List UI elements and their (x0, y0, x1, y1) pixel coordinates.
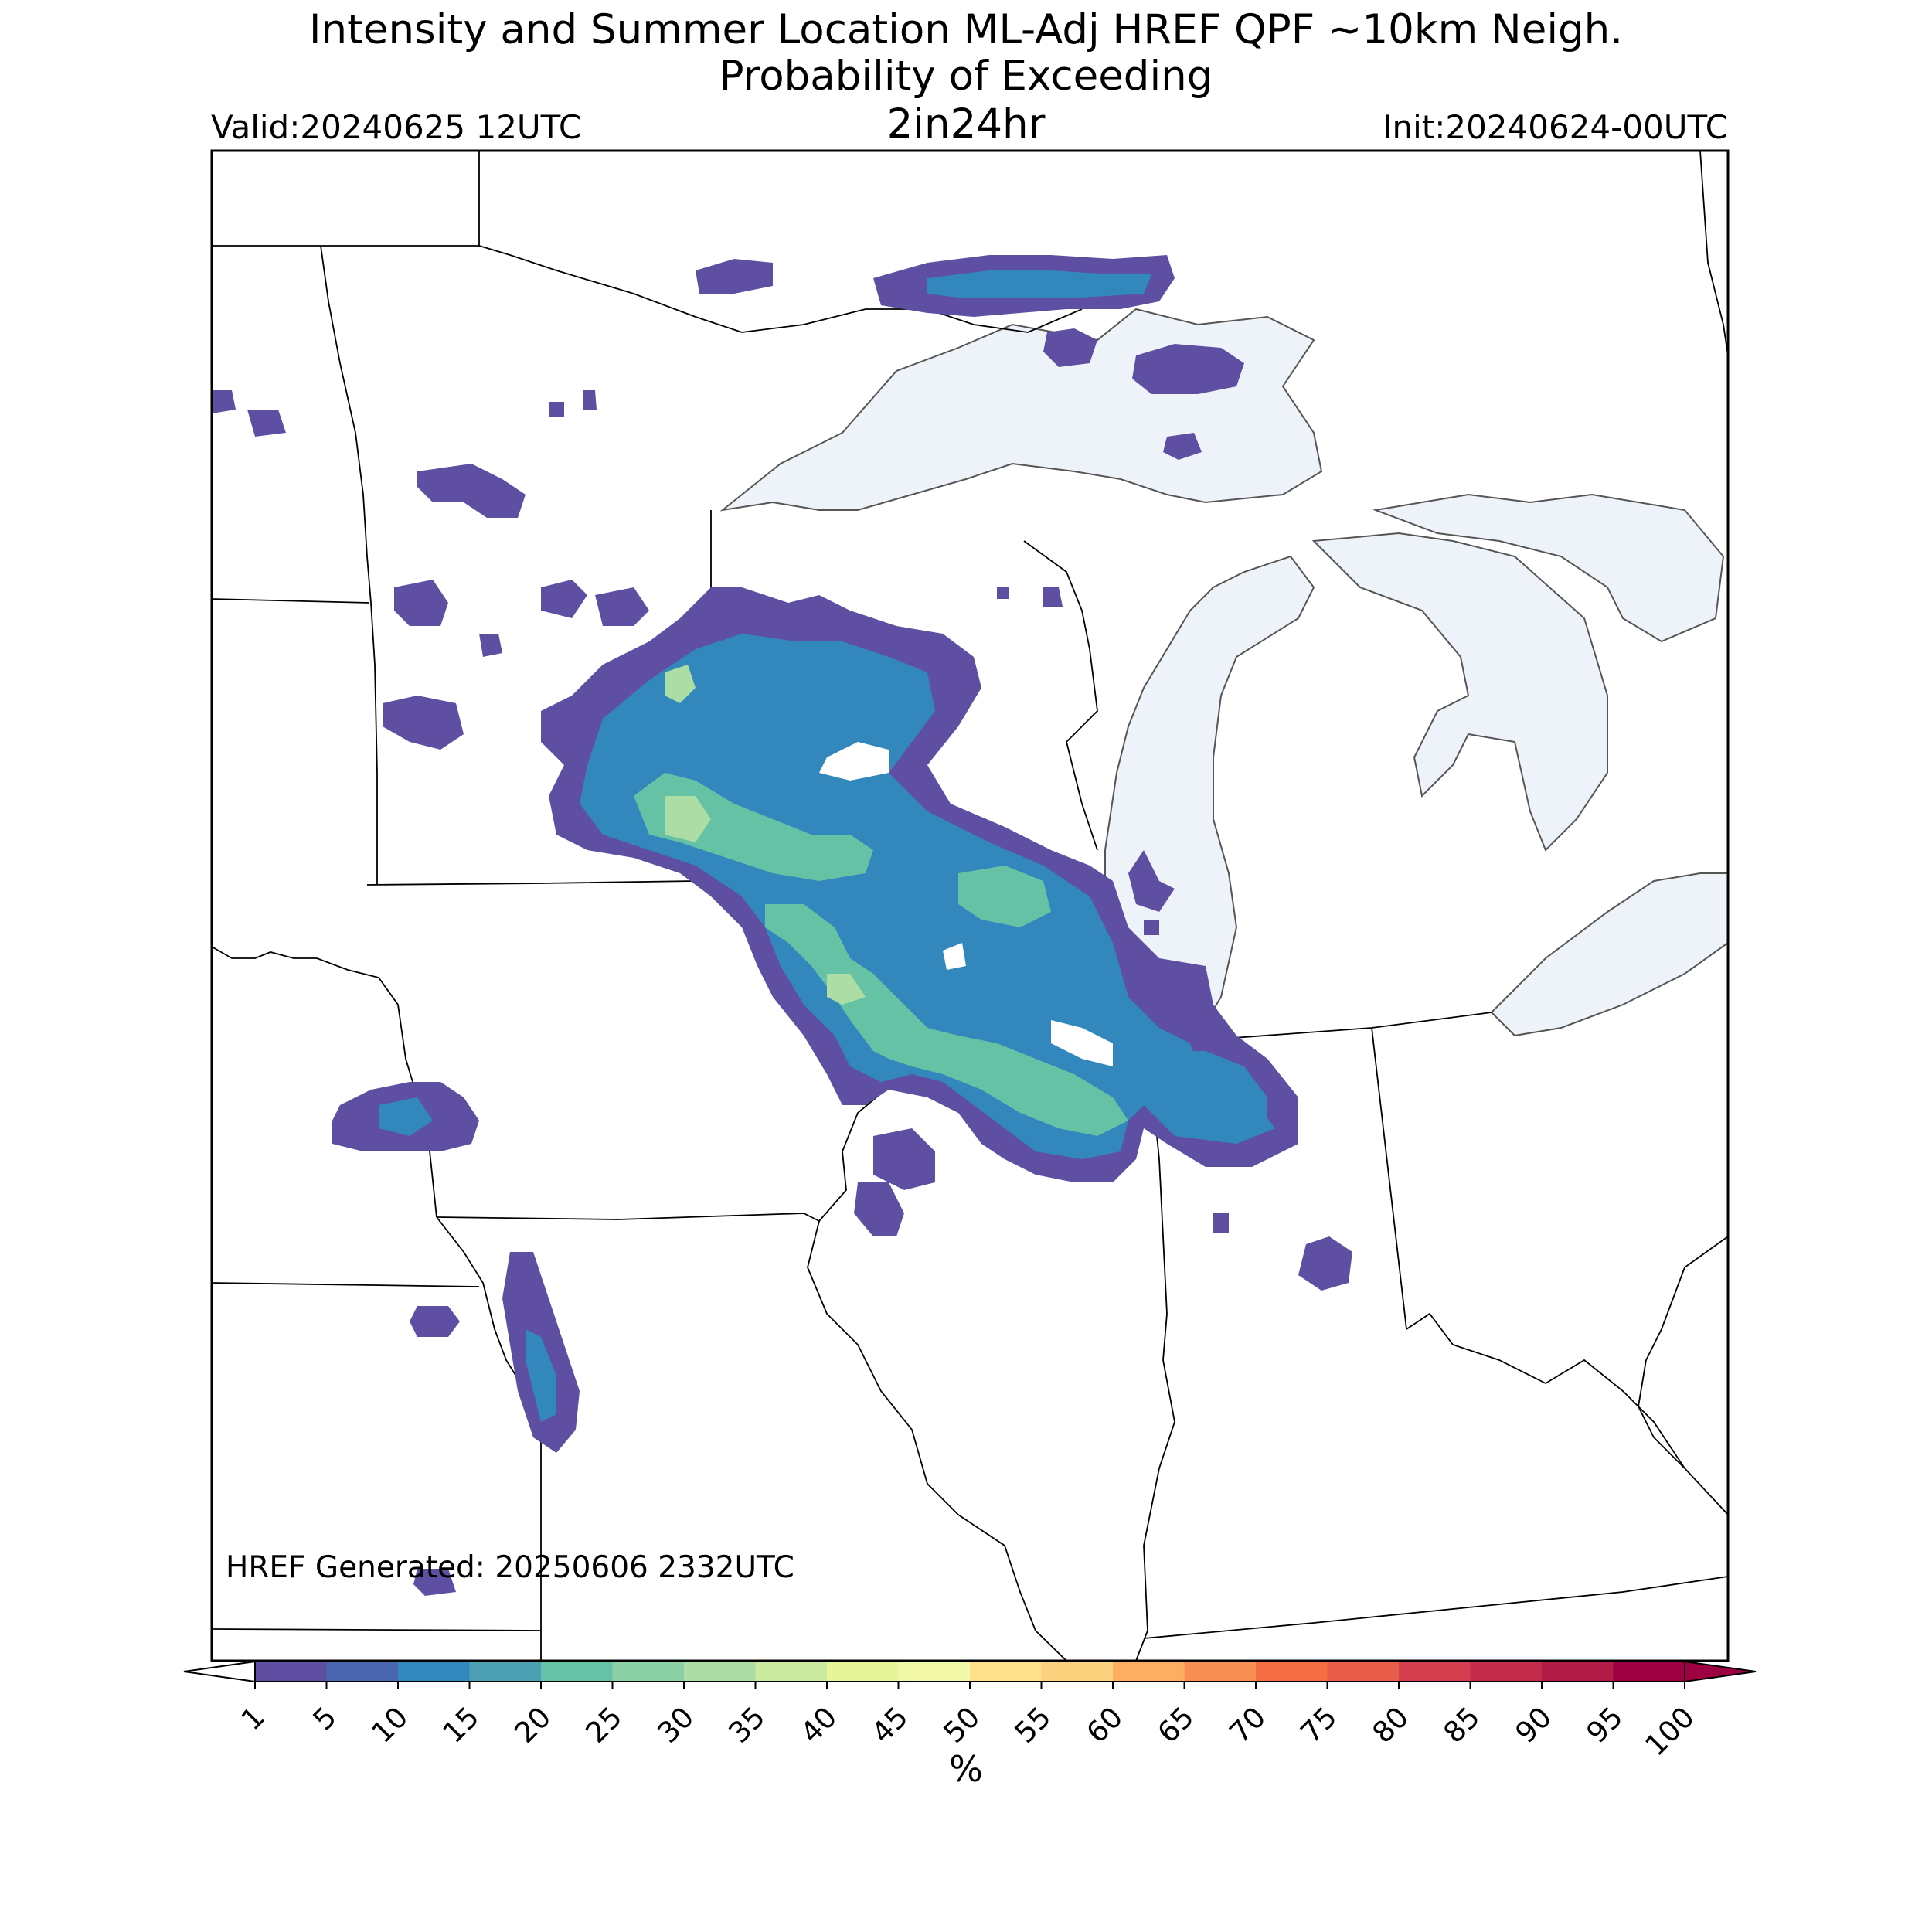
minnesota-west (320, 245, 378, 885)
valid-time: Valid:20240625 12UTC (211, 108, 582, 146)
colorbar-segment (755, 1662, 828, 1682)
colorbar-under-arrow (183, 1660, 256, 1683)
colorbar (183, 1660, 1757, 1689)
ky-tn-line (1143, 1576, 1728, 1639)
colorbar-segment (970, 1662, 1042, 1682)
probability-shading (212, 255, 1352, 1596)
colorbar-segment (255, 1662, 327, 1682)
colorbar-segment (1470, 1662, 1543, 1682)
colorbar-segment (1613, 1662, 1685, 1682)
lake-huron (1311, 532, 1608, 852)
colorbar-segment (1113, 1662, 1185, 1682)
colorbar-segment (1399, 1662, 1471, 1682)
colorbar-segment (326, 1662, 399, 1682)
colorbar-segment (1256, 1662, 1328, 1682)
colorbar-segment (398, 1662, 470, 1682)
colorbar-segment (1327, 1662, 1400, 1682)
pa-ny-line (1699, 151, 1728, 356)
chart-title-line1: Intensity and Summer Location ML-Adj HRE… (308, 6, 1624, 53)
lake-superior (719, 308, 1323, 512)
georgian-bay (1372, 493, 1725, 643)
colorbar-segment (1184, 1662, 1257, 1682)
missouri-river (436, 1216, 542, 1661)
colorbar-segment (827, 1662, 899, 1682)
colorbar-segment (684, 1662, 756, 1682)
canada-border (212, 151, 1083, 333)
in-south (1406, 1312, 1728, 1515)
ia-south (436, 1213, 820, 1222)
colorbar-segment (612, 1662, 685, 1682)
ks-ok-line (212, 1628, 542, 1631)
generated-timestamp: HREF Generated: 20250606 2332UTC (226, 1550, 794, 1585)
nd-sd-line (212, 598, 370, 604)
chart-title-line2: Probability of Exceeding (719, 53, 1213, 100)
threshold-label: 2in24hr (886, 100, 1046, 148)
colorbar-segment (1542, 1662, 1614, 1682)
init-time: Init:20240624-00UTC (1383, 108, 1728, 146)
colorbar-segment (469, 1662, 542, 1682)
sd-ne-line (212, 946, 437, 1218)
colorbar-segment (541, 1662, 613, 1682)
wi-mi-up (1023, 540, 1098, 851)
ne-ks-line (212, 1282, 480, 1287)
colorbar-unit-label: % (949, 1748, 983, 1790)
colorbar-over-arrow (1684, 1660, 1757, 1683)
il-west (807, 1220, 1067, 1661)
lake-erie (1490, 872, 1728, 1037)
in-east (1371, 1027, 1407, 1330)
colorbar-segment (1041, 1662, 1114, 1682)
colorbar-segment (898, 1662, 971, 1682)
oh-east (1638, 1236, 1728, 1469)
